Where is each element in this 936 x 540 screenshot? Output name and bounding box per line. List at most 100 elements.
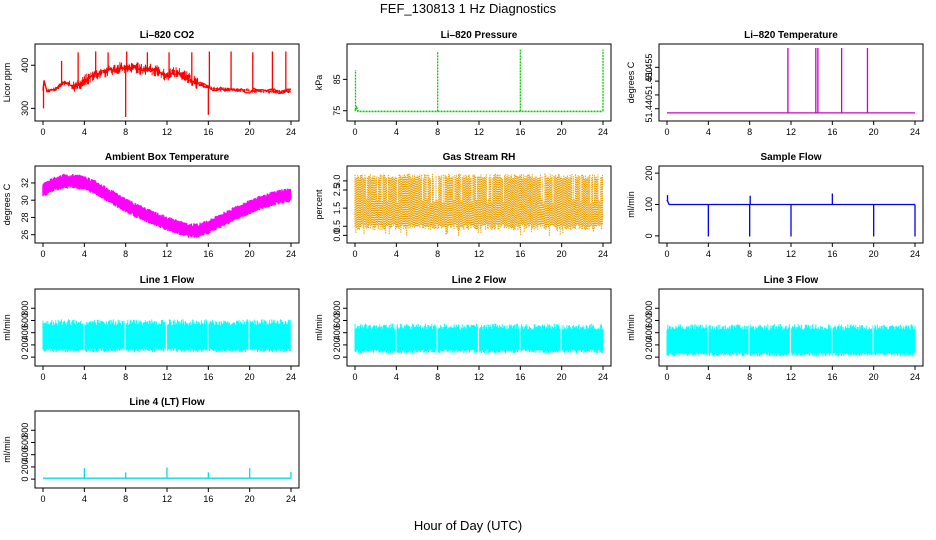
x-tick-label: 16: [515, 249, 525, 259]
y-tick-label: 51.440: [644, 95, 654, 123]
y-tick-label: 32: [20, 178, 30, 188]
x-tick-label: 0: [664, 372, 669, 382]
y-tick-label: 0: [20, 355, 30, 360]
x-tick-label: 4: [706, 372, 711, 382]
x-tick-label: 20: [245, 249, 255, 259]
x-tick-label: 16: [203, 249, 213, 259]
x-tick-label: 0: [40, 494, 45, 504]
panel-title: Li–820 Temperature: [744, 30, 838, 41]
y-tick-label: 75: [332, 106, 342, 116]
y-tick-label: 200: [644, 337, 654, 352]
y-tick-label: 51.450: [644, 67, 654, 95]
x-tick-label: 20: [557, 127, 567, 137]
panel-5: Sample Flow ml/min 0 4 8 12 16 20 24 0 100 200: [626, 152, 924, 259]
panel-7: Line 2 Flow ml/min 0 4 8 12 16 20 24 0 20040060080…: [314, 275, 612, 382]
x-tick-label: 20: [869, 249, 879, 259]
data-series: [354, 173, 603, 236]
y-axis-label: ml/min: [626, 191, 636, 218]
x-tick-label: 16: [827, 249, 837, 259]
y-tick-label: 200: [20, 459, 30, 474]
x-tick-label: 0: [664, 249, 669, 259]
x-tick-label: 0: [352, 249, 357, 259]
y-tick-label: 0: [644, 233, 654, 238]
y-tick-label: 600: [20, 313, 30, 328]
x-tick-label: 24: [910, 249, 920, 259]
x-tick-label: 24: [598, 372, 608, 382]
x-tick-label: 24: [286, 494, 296, 504]
x-tick-label: 8: [123, 372, 128, 382]
y-tick-label: 800: [332, 301, 342, 316]
data-series: [42, 319, 291, 353]
x-tick-label: 12: [786, 372, 796, 382]
x-tick-label: 8: [123, 127, 128, 137]
x-tick-label: 8: [435, 127, 440, 137]
y-tick-label: 51.455: [644, 54, 654, 82]
x-tick-label: 12: [474, 249, 484, 259]
panel-8: Line 3 Flow ml/min 0 4 8 12 16 20 24 0 20040060080…: [626, 275, 924, 382]
y-tick-label: 28: [20, 212, 30, 222]
x-tick-label: 4: [82, 127, 87, 137]
y-tick-label: 200: [20, 337, 30, 352]
x-tick-label: 20: [245, 372, 255, 382]
x-tick-label: 4: [706, 127, 711, 137]
x-tick-label: 0: [664, 127, 669, 137]
x-tick-label: 16: [203, 494, 213, 504]
x-tick-label: 8: [123, 494, 128, 504]
x-tick-label: 4: [82, 494, 87, 504]
plot-frame: [658, 43, 924, 122]
x-tick-label: 16: [827, 372, 837, 382]
panel-2: Li–820 Temperature degrees C 0 4 8 12 16 20 24 51…: [626, 30, 924, 137]
page-title: FEF_130813 1 Hz Diagnostics: [379, 1, 557, 16]
panel-title: Ambient Box Temperature: [105, 152, 230, 163]
panel-title: Line 1 Flow: [140, 275, 195, 286]
x-tick-label: 12: [162, 127, 172, 137]
x-tick-label: 24: [286, 249, 296, 259]
y-tick-label: 600: [20, 435, 30, 450]
data-series: [666, 193, 916, 237]
x-tick-label: 8: [435, 372, 440, 382]
y-tick-label: 0.5: [332, 220, 342, 233]
x-tick-label: 20: [869, 127, 879, 137]
x-tick-label: 4: [394, 372, 399, 382]
x-tick-label: 12: [162, 249, 172, 259]
panel-0: Li–820 CO2 Licor ppm 0 4 8 12 16 20 24 300 400: [2, 30, 300, 137]
data-series: [354, 323, 604, 354]
plot-frame: [346, 43, 612, 122]
x-tick-label: 0: [352, 372, 357, 382]
x-tick-label: 12: [786, 127, 796, 137]
data-series: [42, 173, 292, 238]
panel-1: Li–820 Pressure kPa 0 4 8 12 16 20 24 75 85: [314, 30, 612, 137]
x-tick-label: 24: [598, 249, 608, 259]
panel-title: Li–820 CO2: [140, 30, 195, 41]
x-tick-label: 12: [162, 494, 172, 504]
x-tick-label: 16: [515, 372, 525, 382]
x-tick-label: 4: [394, 127, 399, 137]
y-tick-label: 30: [20, 195, 30, 205]
x-tick-label: 12: [474, 372, 484, 382]
series-line: [42, 173, 292, 238]
y-axis-label: degrees C: [2, 183, 12, 225]
x-tick-label: 4: [706, 249, 711, 259]
panel-3: Ambient Box Temperature degrees C 0 4 8 12 16 2…: [2, 152, 300, 259]
y-tick-label: 0: [20, 477, 30, 482]
x-tick-label: 16: [827, 127, 837, 137]
x-tick-label: 16: [515, 127, 525, 137]
y-tick-label: 85: [332, 74, 342, 84]
data-series: [666, 324, 916, 357]
x-tick-label: 12: [786, 249, 796, 259]
x-axis-caption: Hour of Day (UTC): [413, 518, 523, 533]
y-tick-label: 300: [20, 101, 30, 116]
y-axis-label: Licor ppm: [2, 63, 12, 103]
y-tick-label: 26: [20, 230, 30, 240]
y-tick-label: 0: [332, 355, 342, 360]
y-axis-label: ml/min: [2, 314, 12, 341]
x-tick-label: 20: [869, 372, 879, 382]
x-tick-label: 20: [557, 372, 567, 382]
y-tick-label: 400: [20, 325, 30, 340]
panel-title: Gas Stream RH: [443, 152, 516, 163]
x-tick-label: 0: [40, 249, 45, 259]
x-tick-label: 24: [286, 372, 296, 382]
panel-6: Line 1 Flow ml/min 0 4 8 12 16 20 24 0 20040060080…: [2, 275, 300, 382]
y-tick-label: 800: [20, 301, 30, 316]
x-tick-label: 20: [245, 127, 255, 137]
